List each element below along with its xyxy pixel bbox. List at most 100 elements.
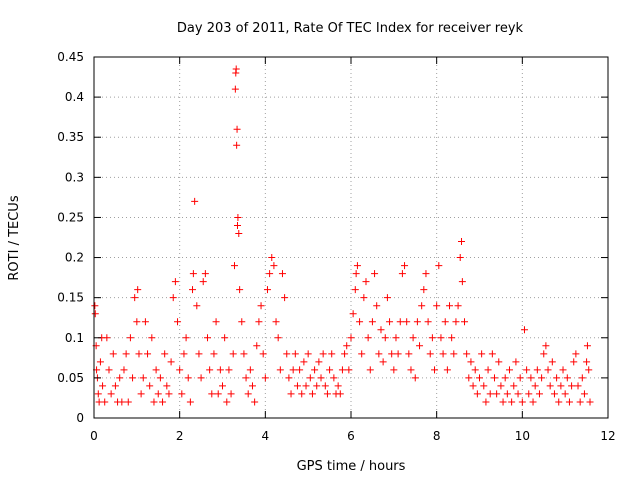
data-point: [379, 358, 387, 366]
data-point: [116, 374, 124, 382]
data-point: [542, 342, 550, 350]
data-point: [473, 390, 481, 398]
data-point: [418, 302, 426, 310]
data-point: [276, 366, 284, 374]
data-point: [91, 302, 99, 310]
data-point: [568, 382, 576, 390]
data-point: [388, 350, 396, 358]
data-point: [184, 374, 192, 382]
data-point: [234, 213, 242, 221]
data-point: [193, 302, 201, 310]
data-point: [353, 262, 361, 270]
data-point: [443, 366, 451, 374]
data-point: [403, 318, 411, 326]
data-point: [586, 398, 594, 406]
data-point: [583, 342, 591, 350]
data-point: [563, 374, 571, 382]
data-point: [520, 326, 528, 334]
data-point: [553, 374, 561, 382]
data-point: [482, 398, 490, 406]
data-point: [174, 318, 182, 326]
data-point: [578, 374, 586, 382]
data-point: [405, 350, 413, 358]
data-point: [424, 318, 432, 326]
y-tick-label: 0: [76, 411, 84, 425]
data-point: [371, 270, 379, 278]
data-point: [225, 366, 233, 374]
data-point: [518, 398, 526, 406]
data-point: [94, 390, 102, 398]
data-point: [409, 334, 417, 342]
y-axis-label: ROTI / TECUs: [7, 195, 22, 280]
data-point: [248, 382, 256, 390]
data-point: [124, 398, 132, 406]
data-point: [486, 390, 494, 398]
data-point: [161, 350, 169, 358]
y-tick-label: 0.4: [65, 90, 84, 104]
data-point: [189, 286, 197, 294]
data-point: [576, 398, 584, 406]
data-point: [345, 366, 353, 374]
data-point: [197, 374, 205, 382]
data-point: [383, 294, 391, 302]
data-point: [503, 390, 511, 398]
data-point: [156, 374, 164, 382]
chart-title: Day 203 of 2011, Rate Of TEC Index for r…: [177, 21, 524, 36]
y-tick-label: 0.15: [57, 291, 84, 305]
data-point: [533, 366, 541, 374]
data-point: [216, 366, 224, 374]
data-point: [191, 197, 199, 205]
data-point: [497, 382, 505, 390]
data-point: [229, 350, 237, 358]
data-point: [103, 334, 111, 342]
data-point: [308, 390, 316, 398]
data-point: [362, 278, 370, 286]
y-tick-label: 0.25: [57, 210, 84, 224]
data-point: [182, 334, 190, 342]
data-point: [195, 350, 203, 358]
data-point: [463, 350, 471, 358]
x-axis-label: GPS time / hours: [297, 459, 406, 474]
y-tick-label: 0.35: [57, 130, 84, 144]
data-point: [565, 398, 573, 406]
data-point: [358, 350, 366, 358]
data-point: [135, 350, 143, 358]
data-point: [244, 390, 252, 398]
data-point: [152, 366, 160, 374]
data-point: [439, 350, 447, 358]
data-point: [326, 366, 334, 374]
data-point: [171, 278, 179, 286]
data-point: [133, 318, 141, 326]
x-tick-label: 4: [262, 429, 270, 443]
data-point: [169, 294, 177, 302]
data-point: [394, 350, 402, 358]
data-point: [317, 374, 325, 382]
data-point: [154, 390, 162, 398]
data-point: [398, 270, 406, 278]
x-tick-label: 0: [90, 429, 98, 443]
data-point: [167, 358, 175, 366]
data-point: [441, 318, 449, 326]
data-point: [540, 350, 548, 358]
data-point: [287, 390, 295, 398]
data-point: [253, 342, 261, 350]
data-point: [134, 286, 142, 294]
data-point: [328, 350, 336, 358]
data-point: [349, 310, 357, 318]
data-point: [208, 390, 216, 398]
data-point: [484, 366, 492, 374]
data-point: [232, 65, 240, 73]
data-point: [146, 382, 154, 390]
data-point: [129, 374, 137, 382]
data-point: [219, 382, 226, 390]
y-tick-label: 0.2: [65, 251, 84, 265]
data-point: [176, 366, 184, 374]
y-tick-label: 0.05: [57, 371, 84, 385]
data-point: [435, 262, 443, 270]
data-point: [437, 334, 445, 342]
y-tick-label: 0.1: [65, 331, 84, 345]
data-point: [510, 382, 518, 390]
data-point: [343, 342, 351, 350]
